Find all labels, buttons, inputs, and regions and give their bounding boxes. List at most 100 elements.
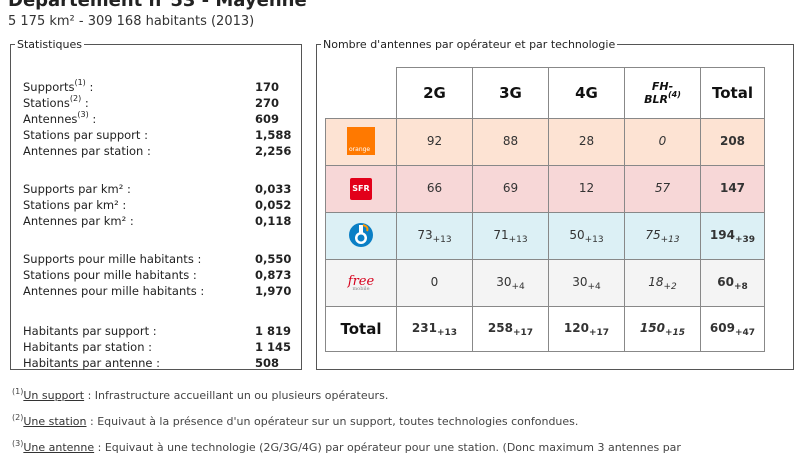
operator-logo-cell: orange <box>325 118 397 166</box>
antennes-table: 2G 3G 4G FH- BLR(4) Total orange 92 88 28 0 2… <box>325 67 765 352</box>
bouygues-logo <box>349 222 373 247</box>
stat-row: Antennes par km² : 0,118 <box>23 213 295 229</box>
stat-group: Supports(1) :170 Stations(2) :270 Antennes… <box>23 79 295 159</box>
stat-row: Supports pour mille habitants : 0,550 <box>23 251 295 267</box>
stat-label: Antennes par station : <box>23 144 151 158</box>
cell-g2: 73+13 <box>396 212 473 260</box>
operator-row-bouygues: 73+13 71+13 50+13 75+13 194+39 <box>325 212 765 260</box>
sfr-logo: SFR <box>350 178 372 200</box>
totals-label: Total <box>325 306 397 352</box>
stat-value: 1,970 <box>255 284 292 298</box>
statistiques-panel: Statistiques Supports(1) :170 Stations(2)… <box>10 38 302 370</box>
cell-g2: 0 <box>396 259 473 307</box>
stat-value: 0,033 <box>255 182 292 196</box>
orange-logo: orange <box>347 126 375 155</box>
footnote: (2)Une station : Equivaut à la présence … <box>12 413 579 428</box>
header-blr-label: BLR <box>644 93 668 106</box>
stat-group: Habitants par support :1 819 Habitants pa… <box>23 323 295 371</box>
cell-fh: 18+2 <box>624 259 701 307</box>
cell-g4: 50+13 <box>548 212 625 260</box>
stat-label: Stations par km² : <box>23 198 127 212</box>
stat-value: 609 <box>255 112 280 126</box>
stat-label: Antennes par km² : <box>23 214 134 228</box>
stat-value: 170 <box>255 80 280 94</box>
header-fh-label: FH- <box>651 80 674 93</box>
stat-row: Habitants par station : 1 145 <box>23 339 295 355</box>
cell-g2: 92 <box>396 118 473 166</box>
total-all: 609+47 <box>700 306 765 352</box>
header-4g: 4G <box>548 67 625 119</box>
stat-row: Antennes(3) : 609 <box>23 111 295 127</box>
stat-value: 1,588 <box>255 128 292 142</box>
stat-label: Antennes pour mille habitants : <box>23 284 205 298</box>
totals-row: Total 231+13 258+17 120+17 150+15 609+47 <box>325 306 765 352</box>
stat-row: Stations(2) : 270 <box>23 95 295 111</box>
table-header-row: 2G 3G 4G FH- BLR(4) Total <box>326 67 765 119</box>
stat-value: 0,873 <box>255 268 292 282</box>
stat-label: Habitants par station : <box>23 340 153 354</box>
statistiques-legend: Statistiques <box>17 38 82 51</box>
cell-fh: 75+13 <box>624 212 701 260</box>
stat-label: Habitants par support : <box>23 324 157 338</box>
stat-label: Supports(1) : <box>23 78 94 95</box>
free-logo: free mobile <box>347 274 375 292</box>
stat-value: 0,118 <box>255 214 292 228</box>
header-total: Total <box>700 67 765 119</box>
header-3g: 3G <box>472 67 549 119</box>
stat-label: Supports pour mille habitants : <box>23 252 202 266</box>
cell-fh: 0 <box>624 118 701 166</box>
operator-row-orange: orange 92 88 28 0 208 <box>325 118 765 166</box>
stat-label: Stations(2) : <box>23 94 89 111</box>
header-fh-blr: FH- BLR(4) <box>624 67 701 119</box>
stat-label: Stations pour mille habitants : <box>23 268 197 282</box>
stat-group: Supports par km² :0,033 Stations par km² … <box>23 181 295 229</box>
operator-logo-cell <box>325 212 397 260</box>
total-fh: 150+15 <box>624 306 701 352</box>
cell-g3: 71+13 <box>472 212 549 260</box>
footnote: (1)Un support : Infrastructure accueilla… <box>12 387 389 402</box>
cell-g4: 30+4 <box>548 259 625 307</box>
operator-logo-cell: free mobile <box>325 259 397 307</box>
stat-label: Antennes(3) : <box>23 110 97 127</box>
cell-total: 147 <box>700 165 765 213</box>
stat-value: 508 <box>255 356 280 370</box>
cell-g4: 28 <box>548 118 625 166</box>
cell-g2: 66 <box>396 165 473 213</box>
total-3g: 258+17 <box>472 306 549 352</box>
page-title: Département n°53 - Mayenne <box>8 0 307 11</box>
stat-value: 1 819 <box>255 324 292 338</box>
stat-value: 2,256 <box>255 144 292 158</box>
stat-row: Stations pour mille habitants : 0,873 <box>23 267 295 283</box>
operator-row-free: free mobile 0 30+4 30+4 18+2 60+8 <box>325 259 765 307</box>
stat-label: Stations par support : <box>23 128 148 142</box>
stat-label: Habitants par antenne : <box>23 356 161 370</box>
antennes-panel: Nombre d'antennes par opérateur et par t… <box>316 38 794 370</box>
total-4g: 120+17 <box>548 306 625 352</box>
cell-g3: 88 <box>472 118 549 166</box>
cell-total: 60+8 <box>700 259 765 307</box>
stat-value: 0,550 <box>255 252 292 266</box>
cell-g4: 12 <box>548 165 625 213</box>
header-2g: 2G <box>396 67 473 119</box>
stat-row: Stations par support : 1,588 <box>23 127 295 143</box>
footnote: (3)Une antenne : Equivaut à une technolo… <box>12 439 681 454</box>
stat-value: 270 <box>255 96 280 110</box>
stat-row: Supports par km² : 0,033 <box>23 181 295 197</box>
cell-g3: 30+4 <box>472 259 549 307</box>
cell-g3: 69 <box>472 165 549 213</box>
stat-row: Habitants par support : 1 819 <box>23 323 295 339</box>
operator-row-sfr: SFR 66 69 12 57 147 <box>325 165 765 213</box>
cell-total: 208 <box>700 118 765 166</box>
stat-value: 0,052 <box>255 198 292 212</box>
header-fh-ref: (4) <box>667 90 681 99</box>
stat-row: Habitants par antenne : 508 <box>23 355 295 371</box>
total-2g: 231+13 <box>396 306 473 352</box>
operator-logo-cell: SFR <box>325 165 397 213</box>
stat-row: Supports(1) : 170 <box>23 79 295 95</box>
stat-group: Supports pour mille habitants :0,550 Stat… <box>23 251 295 299</box>
antennes-legend: Nombre d'antennes par opérateur et par t… <box>323 38 616 51</box>
cell-total: 194+39 <box>700 212 765 260</box>
stat-row: Antennes par station : 2,256 <box>23 143 295 159</box>
cell-fh: 57 <box>624 165 701 213</box>
stat-row: Antennes pour mille habitants : 1,970 <box>23 283 295 299</box>
